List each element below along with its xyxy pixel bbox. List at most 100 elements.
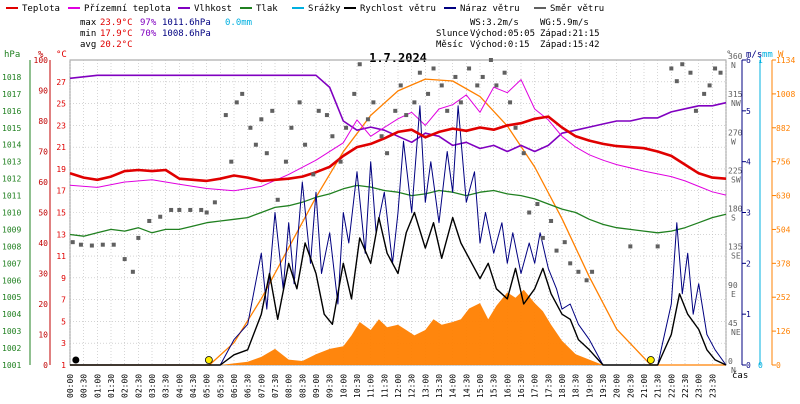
wind-direction-point: [393, 108, 398, 113]
tick-time: 20:30: [626, 374, 635, 398]
tick-time: 01:30: [107, 374, 116, 398]
tick-temperature: 3: [61, 339, 66, 348]
tick-temperature: 15: [56, 209, 66, 218]
unit-ms: m/s: [746, 50, 762, 60]
wind-direction-point: [248, 125, 253, 130]
stat-min-press: 1008.6hPa: [162, 29, 211, 39]
tick-pressure: 1003: [2, 327, 21, 336]
wind-direction-point: [177, 207, 182, 212]
stat-max-label: max: [80, 18, 97, 28]
tick-direction-name: S: [731, 214, 736, 223]
tick-direction: 270: [728, 128, 743, 137]
wind-direction-point: [253, 142, 258, 147]
tick-temperature: 11: [56, 252, 66, 261]
unit-pct: %: [38, 50, 44, 60]
tick-time: 04:00: [175, 374, 184, 398]
wind-direction-point: [344, 125, 349, 130]
stat-max-rain: 0.0mm: [225, 18, 252, 28]
stat-max-press: 1011.6hPa: [162, 18, 211, 28]
tick-time: 22:30: [681, 374, 690, 398]
tick-time: 17:30: [544, 374, 553, 398]
tick-direction: 180: [728, 205, 743, 214]
plot-area: [69, 58, 727, 366]
wind-direction-point: [718, 70, 723, 75]
tick-time: 15:30: [490, 374, 499, 398]
tick-time: 03:30: [162, 374, 171, 398]
tick-solar: 756: [776, 158, 791, 167]
tick-humidity: 40: [38, 239, 48, 248]
stat-avg-temp: 20.2°C: [100, 40, 133, 50]
tick-temperature: 25: [56, 100, 66, 109]
tick-time: 07:30: [271, 374, 280, 398]
wind-direction-point: [316, 108, 321, 113]
tick-humidity: 0: [43, 361, 48, 370]
wind-direction-point: [352, 91, 357, 96]
wind-direction-point: [562, 240, 567, 245]
tick-pressure: 1009: [2, 225, 21, 234]
tick-time: 16:00: [503, 374, 512, 398]
tick-temperature: 19: [56, 165, 66, 174]
wind-direction-point: [628, 244, 633, 249]
wind-direction-point: [324, 113, 329, 118]
wind-direction-point: [136, 235, 141, 240]
legend-label-4: Srážky: [308, 4, 341, 14]
tick-direction: 315: [728, 90, 743, 99]
wind-direction-point: [89, 243, 94, 248]
tick-time: 14:30: [462, 374, 471, 398]
wind-direction-point: [311, 172, 316, 177]
tick-time: 04:30: [189, 374, 198, 398]
tick-pressure: 1017: [2, 90, 21, 99]
wind-direction-point: [576, 269, 581, 274]
wind-direction-point: [70, 240, 75, 245]
wind-direction-point: [223, 113, 228, 118]
tick-solar: 252: [776, 293, 791, 302]
legend-label-3: Tlak: [256, 4, 278, 14]
tick-pressure: 1008: [2, 242, 21, 251]
wind-direction-point: [259, 117, 264, 122]
tick-time: 18:00: [558, 374, 567, 398]
tick-time: 06:00: [230, 374, 239, 398]
tick-wind: 0: [746, 361, 751, 370]
info-moon-rise: Východ:0:15: [470, 40, 530, 50]
tick-humidity: 100: [34, 56, 49, 65]
wind-direction-point: [584, 278, 589, 283]
stat-min-temp: 17.9°C: [100, 29, 133, 39]
tick-time: 11:30: [380, 374, 389, 398]
wind-direction-point: [445, 108, 450, 113]
tick-solar: 882: [776, 124, 791, 133]
grid: [69, 59, 727, 366]
series-solar-actual: [70, 289, 726, 365]
wind-direction-point: [240, 91, 245, 96]
series-temperature: [69, 115, 727, 183]
wind-direction-point: [330, 134, 335, 139]
tick-temperature: 5: [61, 317, 66, 326]
tick-pressure: 1014: [2, 141, 21, 150]
tick-direction-name: E: [731, 290, 736, 299]
wind-direction-point: [535, 202, 540, 207]
info-moon-label: Měsíc: [436, 40, 463, 50]
tick-direction: 90: [728, 281, 738, 290]
tick-solar: 1008: [776, 90, 795, 99]
tick-direction-name: N: [731, 61, 736, 70]
stat-min-hum: 70%: [140, 29, 157, 39]
tick-time: 16:30: [517, 374, 526, 398]
tick-solar: 0: [776, 361, 781, 370]
tick-direction-name: N: [731, 366, 736, 375]
wind-direction-point: [204, 210, 209, 215]
wind-direction-point: [527, 210, 532, 215]
info-ws: WS:3.2m/s: [470, 18, 519, 28]
tick-time: 14:00: [449, 374, 458, 398]
wind-direction-point: [693, 108, 698, 113]
tick-wind: 5: [746, 107, 751, 116]
unit-mm: mm: [762, 50, 773, 60]
tick-pressure: 1010: [2, 209, 21, 218]
tick-humidity: 70: [38, 148, 48, 157]
wind-direction-point: [199, 207, 204, 212]
sunrise-marker: [204, 356, 213, 364]
legend-label-2: Vlhkost: [194, 4, 232, 14]
wind-direction-point: [502, 70, 507, 75]
tick-humidity: 10: [38, 331, 48, 340]
info-wg: WG:5.9m/s: [540, 18, 589, 28]
wind-direction-point: [426, 91, 431, 96]
wind-direction-point: [357, 62, 362, 67]
